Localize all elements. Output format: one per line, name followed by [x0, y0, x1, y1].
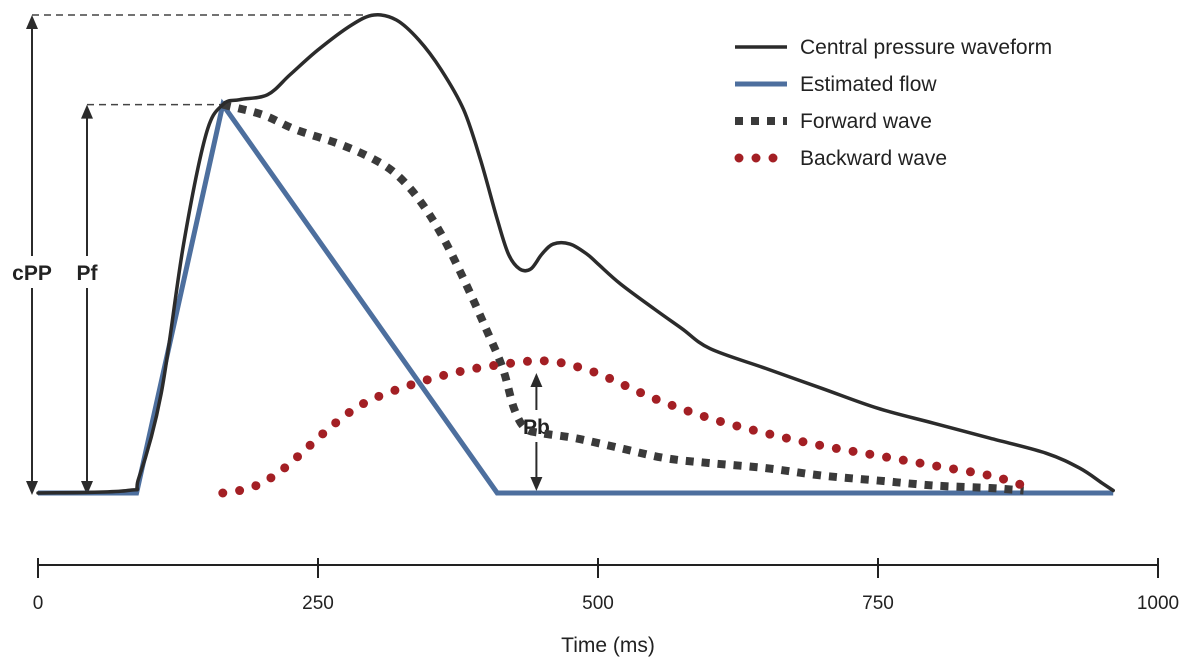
- x-tick-label: 250: [302, 593, 334, 614]
- x-tick-label: 0: [33, 593, 44, 614]
- backward-wave-line: [218, 356, 1029, 498]
- x-tick-label: 750: [862, 593, 894, 614]
- legend-label-forward-wave: Forward wave: [800, 110, 932, 133]
- legend-label-backward-wave: Backward wave: [800, 147, 947, 170]
- x-tick-label: 1000: [1137, 593, 1179, 614]
- legend-label-central-pressure-waveform: Central pressure waveform: [800, 36, 1052, 59]
- forward-wave-line: [221, 100, 1024, 495]
- central-pressure-waveform-line: [36, 13, 1115, 495]
- cpp-arrowhead-up: [26, 15, 38, 29]
- legend: Central pressure waveform Estimated flow F…: [734, 36, 1052, 170]
- x-tick-label: 500: [582, 593, 614, 614]
- x-axis-label: Time (ms): [561, 634, 655, 657]
- series-layer: [36, 13, 1115, 498]
- pf-arrowhead-down: [81, 481, 93, 495]
- pf-label: Pf: [77, 262, 99, 285]
- x-ticks: 0 250 500 750 1000: [33, 558, 1179, 614]
- annotations: cPP Pf Pb: [12, 14, 550, 495]
- legend-label-estimated-flow: Estimated flow: [800, 73, 937, 96]
- pb-arrowhead-down: [530, 477, 543, 491]
- cpp-label: cPP: [12, 262, 52, 285]
- pf-arrowhead-up: [81, 104, 93, 119]
- cpp-arrowhead-down: [26, 481, 38, 495]
- pb-arrowhead-up: [530, 373, 543, 388]
- x-axis: 0 250 500 750 1000 Time (ms): [33, 558, 1179, 657]
